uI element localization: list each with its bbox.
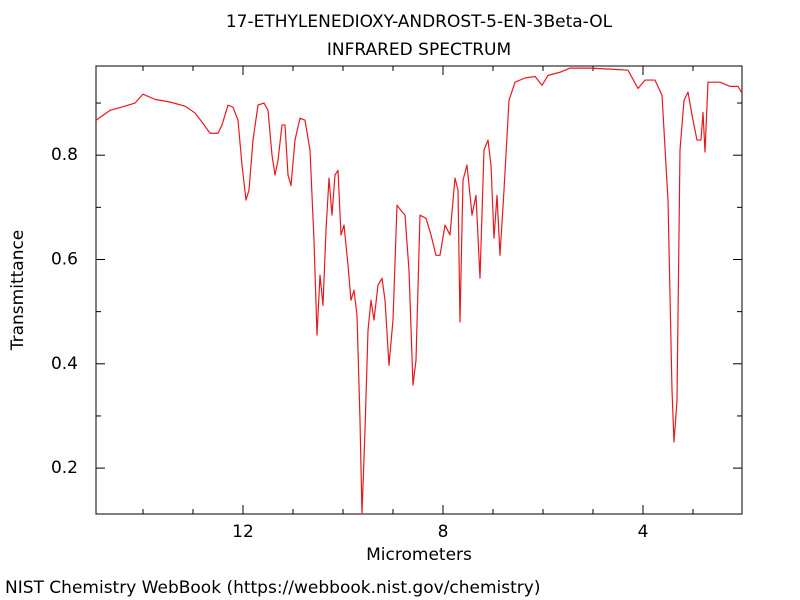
- plot-frame: [95, 65, 743, 515]
- chart-subtitle: INFRARED SPECTRUM: [327, 40, 511, 60]
- x-tick-label: 8: [438, 522, 449, 542]
- y-tick-label: 0.6: [51, 249, 78, 269]
- y-tick-label: 0.2: [51, 458, 78, 478]
- y-axis-label: Transmittance: [8, 230, 28, 352]
- y-tick-label: 0.8: [51, 145, 78, 165]
- x-tick-label: 12: [232, 522, 254, 542]
- x-axis-label: Micrometers: [366, 545, 472, 565]
- y-tick-label: 0.4: [51, 354, 78, 374]
- spectrum-line: [95, 67, 743, 515]
- chart-title: 17-ETHYLENEDIOXY-ANDROST-5-EN-3Beta-OL: [226, 12, 613, 32]
- x-tick-label: 4: [638, 522, 649, 542]
- source-note: NIST Chemistry WebBook (https://webbook.…: [5, 578, 540, 598]
